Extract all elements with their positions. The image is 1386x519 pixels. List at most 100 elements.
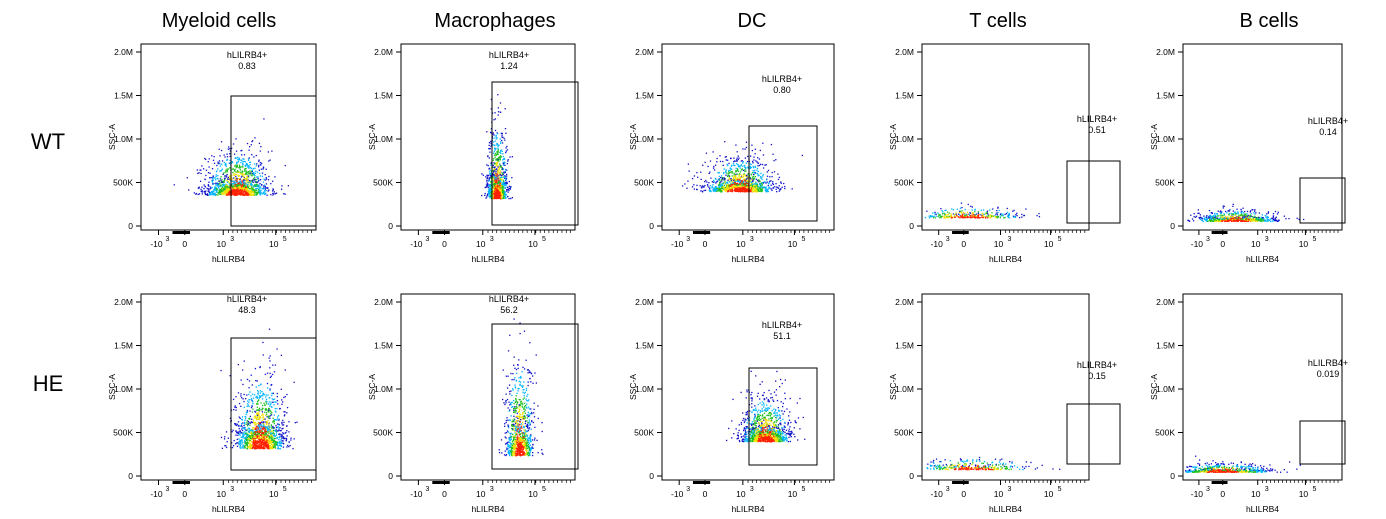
scatter-point bbox=[1223, 217, 1226, 219]
scatter-point bbox=[506, 173, 508, 176]
x-compressed-region bbox=[432, 231, 450, 234]
scatter-point bbox=[942, 215, 944, 218]
x-tick-exponent: 3 bbox=[166, 236, 170, 243]
scatter-point bbox=[495, 181, 497, 183]
scatter-point bbox=[250, 191, 252, 194]
scatter-point bbox=[1234, 218, 1237, 220]
scatter-point bbox=[221, 193, 223, 195]
scatter-point bbox=[239, 171, 241, 173]
scatter-point bbox=[254, 176, 256, 179]
scatter-point bbox=[497, 147, 499, 150]
scatter-point bbox=[948, 215, 950, 218]
scatter-point bbox=[247, 186, 250, 188]
scatter-point bbox=[257, 389, 259, 392]
scatter-point bbox=[779, 181, 782, 183]
scatter-point bbox=[945, 214, 947, 216]
scatter-point bbox=[208, 189, 210, 191]
scatter-point bbox=[737, 173, 739, 175]
scatter-point bbox=[1004, 216, 1006, 219]
scatter-point bbox=[750, 189, 752, 191]
scatter-point bbox=[497, 150, 499, 153]
scatter-point bbox=[500, 188, 502, 190]
scatter-point bbox=[499, 138, 501, 140]
scatter-point bbox=[226, 179, 228, 181]
scatter-point bbox=[224, 177, 226, 179]
scatter-point bbox=[1014, 216, 1017, 218]
scatter-point bbox=[1237, 218, 1239, 221]
scatter-point bbox=[506, 181, 508, 183]
scatter-point bbox=[971, 206, 974, 208]
scatter-point bbox=[1254, 210, 1256, 212]
scatter-point bbox=[496, 196, 499, 198]
scatter-point bbox=[241, 170, 243, 172]
scatter-point bbox=[205, 158, 207, 161]
scatter-point bbox=[500, 183, 502, 185]
scatter-point bbox=[245, 173, 247, 176]
scatter-point bbox=[735, 173, 737, 175]
scatter-point bbox=[710, 177, 712, 179]
scatter-point bbox=[1277, 220, 1280, 222]
scatter-point bbox=[739, 179, 741, 181]
scatter-point bbox=[755, 181, 757, 183]
scatter-point bbox=[276, 348, 278, 350]
scatter-point bbox=[235, 442, 238, 444]
scatter-point bbox=[275, 432, 278, 434]
scatter-point bbox=[1018, 216, 1021, 219]
scatter-point bbox=[490, 192, 492, 194]
scatter-point bbox=[1221, 214, 1224, 217]
scatter-point bbox=[959, 210, 962, 213]
scatter-point bbox=[219, 184, 221, 187]
scatter-point bbox=[219, 186, 221, 188]
scatter-point bbox=[1272, 220, 1274, 222]
scatter-point bbox=[1258, 212, 1261, 214]
scatter-point bbox=[497, 191, 499, 193]
scatter-point bbox=[1205, 220, 1207, 222]
scatter-point bbox=[1214, 218, 1216, 220]
scatter-point bbox=[762, 175, 764, 177]
y-tick-label: 1.5M bbox=[635, 91, 654, 101]
scatter-point bbox=[1251, 220, 1253, 222]
scatter-point bbox=[751, 180, 754, 182]
scatter-point bbox=[221, 192, 224, 195]
y-tick-label: 2.0M bbox=[114, 297, 133, 307]
scatter-point bbox=[771, 189, 773, 191]
scatter-point bbox=[731, 175, 733, 177]
scatter-point bbox=[499, 192, 501, 194]
scatter-point bbox=[204, 178, 206, 180]
scatter-point bbox=[971, 209, 973, 211]
scatter-point bbox=[731, 182, 734, 184]
scatter-point bbox=[225, 170, 227, 172]
scatter-point bbox=[265, 177, 267, 179]
scatter-point bbox=[955, 212, 957, 214]
scatter-point bbox=[229, 150, 232, 152]
scatter-point bbox=[955, 215, 958, 218]
scatter-point bbox=[233, 190, 235, 193]
scatter-point bbox=[1013, 216, 1016, 218]
scatter-point bbox=[274, 447, 277, 449]
scatter-point bbox=[1266, 218, 1269, 221]
scatter-point bbox=[734, 175, 736, 178]
scatter-point bbox=[246, 189, 248, 192]
scatter-point bbox=[766, 189, 769, 191]
scatter-point bbox=[743, 188, 745, 191]
scatter-point bbox=[258, 191, 260, 194]
scatter-point bbox=[997, 206, 999, 208]
scatter-point bbox=[233, 188, 236, 191]
scatter-point bbox=[704, 161, 706, 164]
scatter-point bbox=[498, 181, 500, 183]
scatter-point bbox=[749, 189, 751, 191]
scatter-point bbox=[1025, 208, 1027, 210]
scatter-point bbox=[1226, 218, 1229, 220]
scatter-point bbox=[511, 197, 514, 199]
scatter-point bbox=[725, 189, 727, 191]
scatter-point bbox=[173, 184, 175, 186]
scatter-point bbox=[753, 187, 755, 189]
scatter-point bbox=[773, 159, 775, 162]
column-titles: Myeloid cells Macrophages DC T cells B cells bbox=[162, 10, 1299, 32]
scatter-point bbox=[1234, 215, 1237, 217]
scatter-point bbox=[233, 170, 236, 172]
scatter-point bbox=[496, 177, 498, 179]
scatter-point bbox=[1222, 207, 1224, 209]
scatter-point bbox=[497, 161, 499, 163]
scatter-point bbox=[265, 445, 267, 447]
